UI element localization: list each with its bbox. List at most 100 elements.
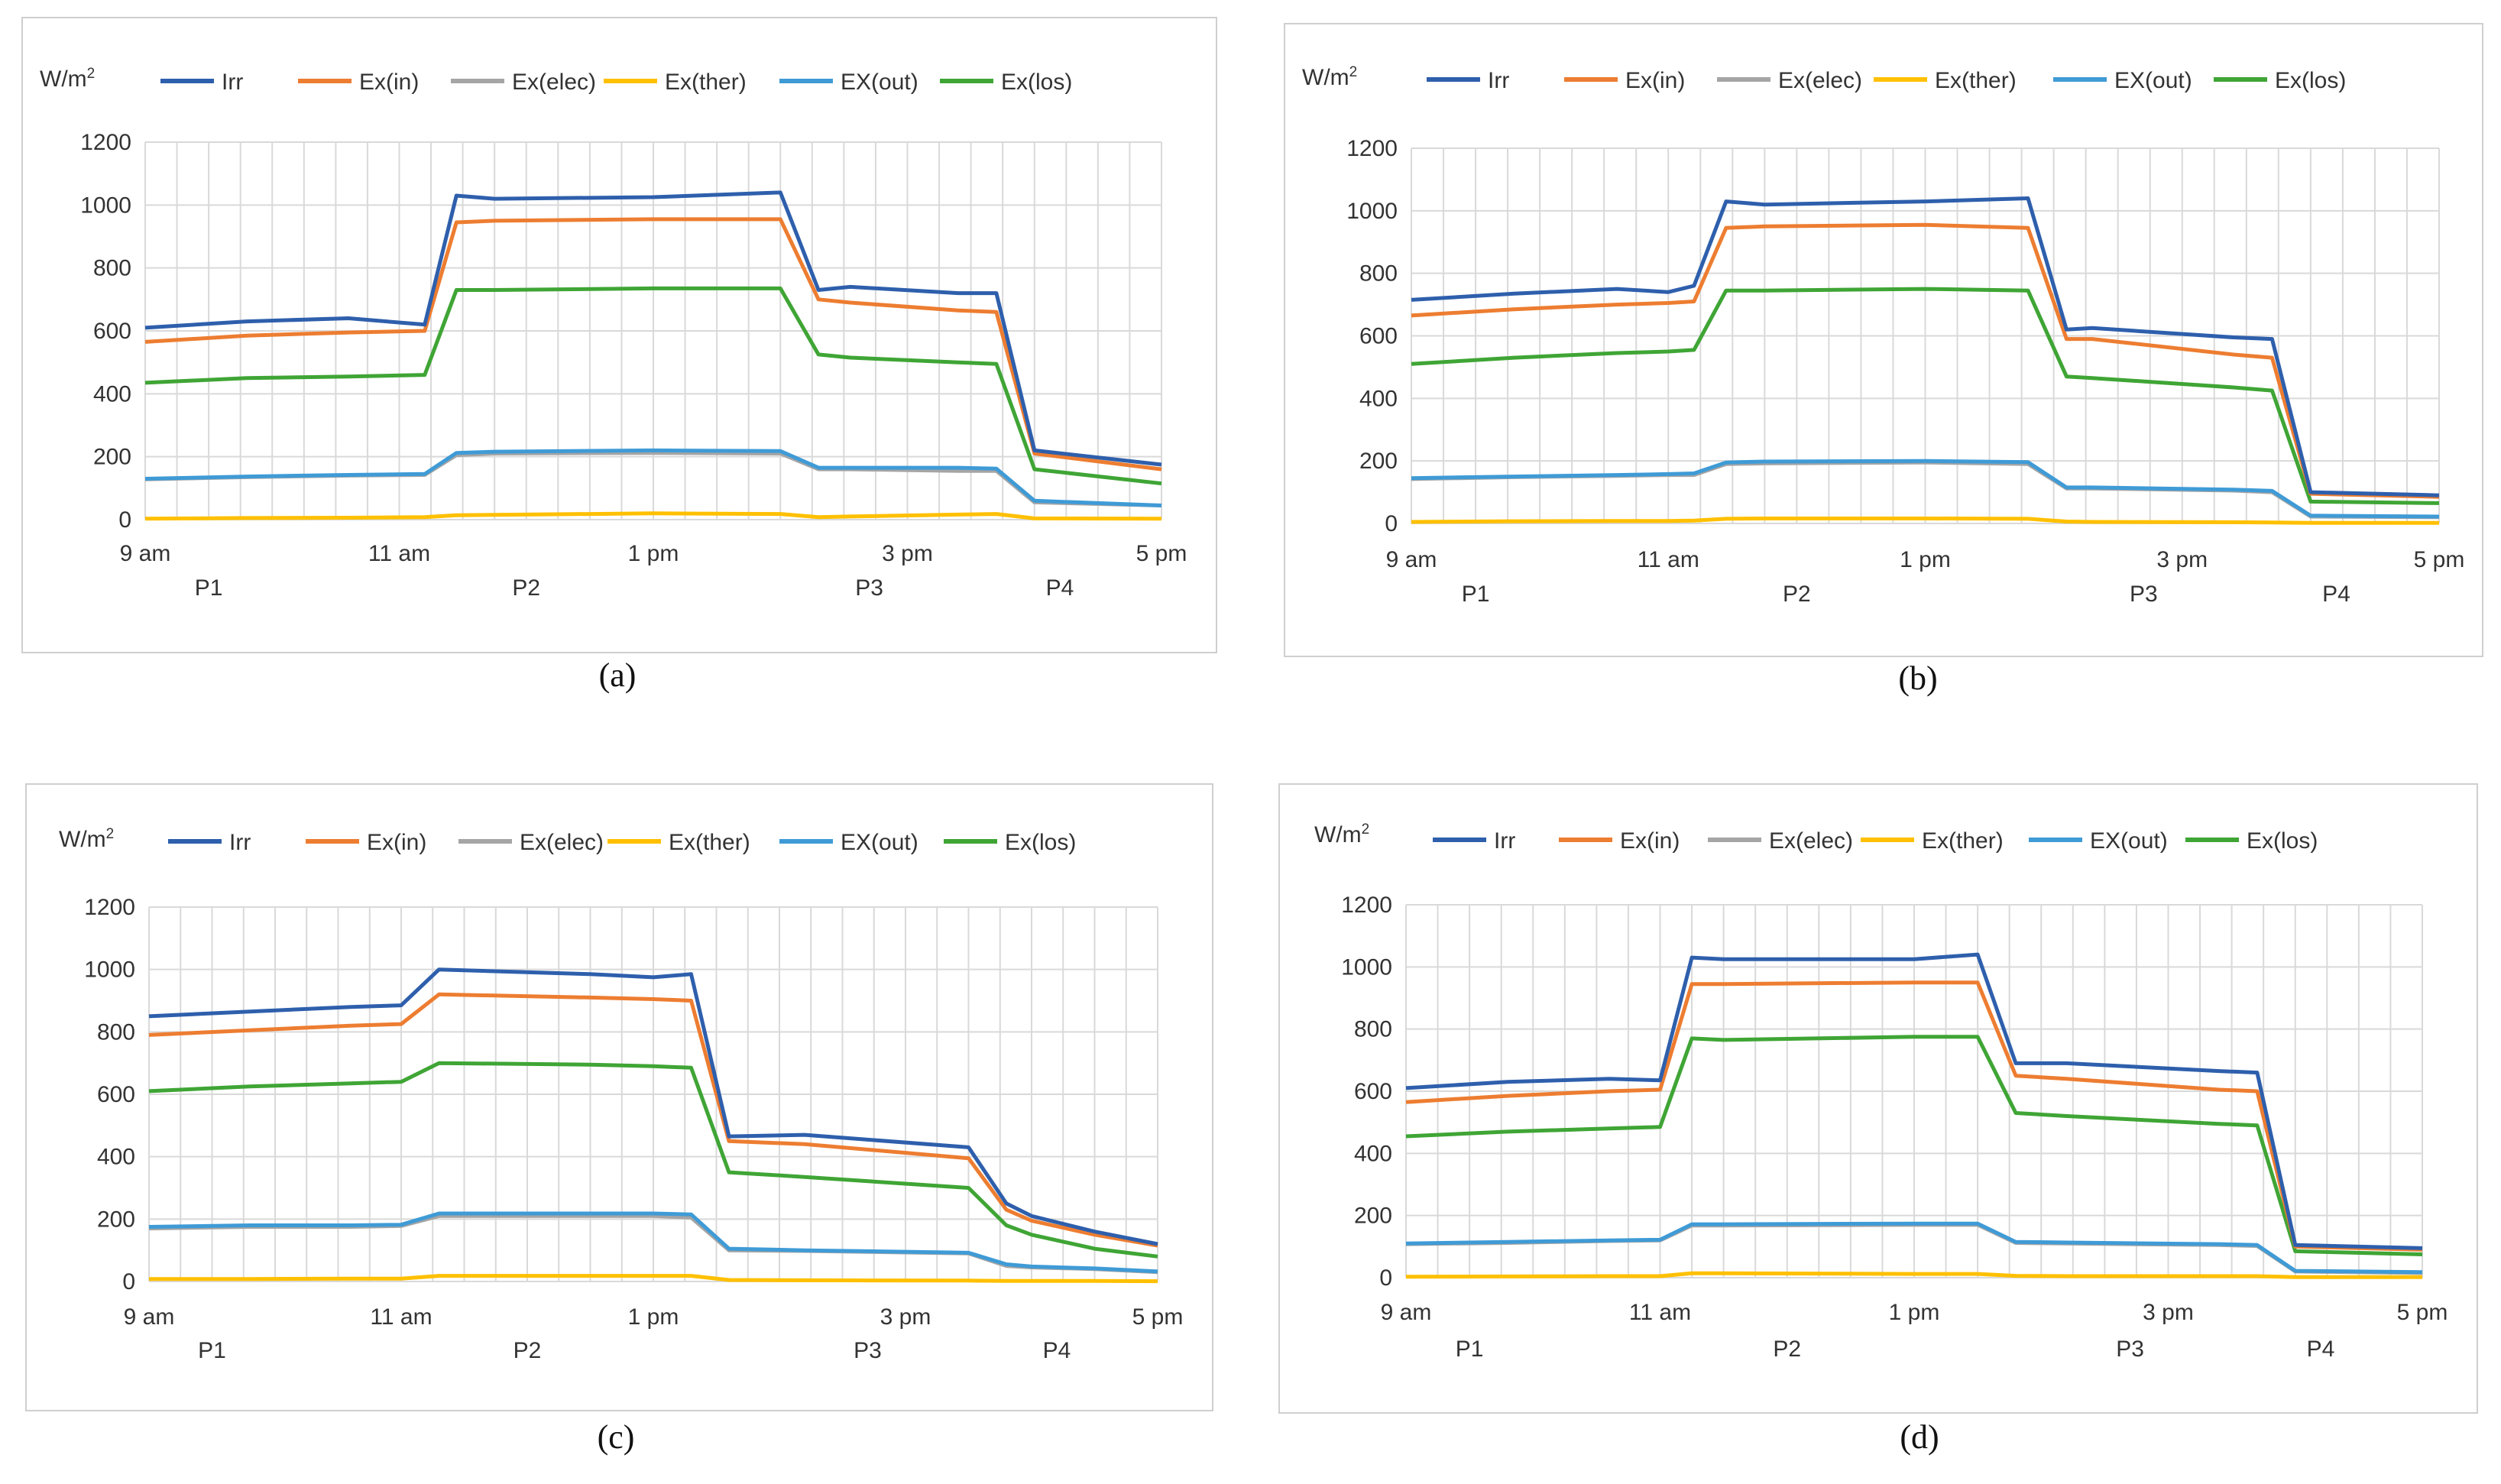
x-tick-label: 3 pm [880, 1304, 931, 1330]
x-tick-label: 3 pm [882, 541, 933, 566]
series-line-ex-in [144, 217, 1162, 471]
legend-label: Ex(elec) [520, 830, 604, 855]
legend-label: Ex(ther) [669, 830, 750, 855]
period-label: P1 [1462, 582, 1490, 607]
legend-label: Irr [1494, 828, 1515, 854]
legend-label: Ex(elec) [1769, 828, 1853, 854]
y-tick-label: 600 [97, 1082, 135, 1107]
x-tick-label: 3 pm [2143, 1300, 2194, 1325]
period-label: P2 [513, 1338, 542, 1363]
x-tick-label: 11 am [1629, 1300, 1691, 1325]
x-tick-label: 9 am [1381, 1300, 1432, 1325]
legend-label: Irr [1488, 68, 1509, 93]
caption-b: (b) [1898, 659, 1938, 697]
series-line-ex-los [1411, 287, 2440, 505]
legend-label: Ex(ther) [665, 70, 747, 95]
series-line-ex-out [1405, 1221, 2423, 1275]
legend: Irr Ex(in) Ex(elec) Ex(ther) EX(out) Ex(los) [160, 70, 1072, 95]
legend-label: Ex(in) [1625, 68, 1685, 93]
series-line-ex-ther [1405, 1271, 2422, 1279]
y-tick-label: 1000 [80, 193, 131, 218]
legend-label: Irr [222, 70, 243, 95]
period-label: P4 [2307, 1337, 2335, 1362]
series-line-irr [1411, 196, 2440, 497]
legend: Irr Ex(in) Ex(elec) Ex(ther) EX(out) Ex(los) [168, 830, 1076, 855]
legend-label: Irr [229, 830, 251, 855]
line-chart-a: 0 200 400 600 800 1000 1200 9 am 11 am 1 pm 3 pm 5 … [80, 70, 1187, 601]
chart-panel-c: W/m2 0 200 400 600 800 1000 1200 9 am 11 am 1 pm 3… [25, 783, 1213, 1411]
series-line-ex-ther [149, 1274, 1158, 1284]
y-unit-label: W/m2 [1314, 821, 1370, 847]
y-tick-label: 1000 [1341, 954, 1392, 980]
y-tick-label: 800 [1354, 1017, 1392, 1042]
series-line-ex-ther [144, 511, 1162, 521]
legend-label: EX(out) [841, 830, 918, 855]
series-line-ex-los [1405, 1035, 2423, 1256]
y-tick-label: 1000 [84, 957, 135, 983]
legend: Irr Ex(in) Ex(elec) Ex(ther) EX(out) Ex(los) [1427, 68, 2346, 93]
line-chart-b: 0 200 400 600 800 1000 1200 9 am 11 am 1 pm 3 pm 5 … [1346, 68, 2464, 607]
legend-label: Ex(los) [1005, 830, 1076, 855]
x-tick-label: 3 pm [2156, 547, 2208, 572]
legend-label: Ex(elec) [512, 70, 596, 95]
x-tick-label: 9 am [120, 541, 171, 566]
y-tick-label: 1200 [1341, 893, 1392, 918]
y-tick-label: 1000 [1346, 199, 1398, 224]
x-tick-label: 1 pm [1889, 1300, 1940, 1325]
legend-label: Ex(los) [1001, 70, 1072, 95]
x-tick-label: 9 am [124, 1304, 175, 1330]
y-tick-label: 0 [1385, 511, 1398, 536]
period-label: P1 [195, 575, 223, 601]
y-tick-label: 1200 [1346, 136, 1398, 161]
y-tick-label: 600 [1354, 1079, 1392, 1104]
y-tick-label: 1200 [80, 130, 131, 155]
x-tick-label: 1 pm [628, 1304, 679, 1330]
series-line-ex-in [1405, 980, 2423, 1252]
x-tick-label: 11 am [370, 1304, 432, 1330]
series-line-ex-out [1411, 458, 2440, 519]
period-label: P4 [2322, 582, 2350, 607]
legend: Irr Ex(in) Ex(elec) Ex(ther) EX(out) Ex(los) [1433, 828, 2318, 854]
period-label: P2 [512, 575, 540, 601]
x-tick-label: 5 pm [1132, 1304, 1184, 1330]
series-line-ex-los [144, 286, 1162, 486]
legend-label: Ex(ther) [1922, 828, 2004, 854]
y-tick-label: 400 [1359, 386, 1398, 411]
series-line-ex-out [148, 1211, 1158, 1274]
legend-label: Ex(elec) [1778, 68, 1862, 93]
y-tick-label: 400 [1354, 1141, 1392, 1166]
legend-label: Ex(in) [1620, 828, 1680, 854]
y-tick-label: 600 [1359, 324, 1398, 349]
y-tick-label: 800 [93, 256, 131, 281]
gridlines [1411, 147, 2440, 524]
y-tick-label: 0 [118, 507, 131, 533]
y-unit-label: W/m2 [59, 826, 115, 852]
period-label: P1 [198, 1338, 226, 1363]
legend-label: EX(out) [2114, 68, 2192, 93]
period-label: P1 [1456, 1337, 1484, 1362]
legend-label: Ex(los) [2247, 828, 2318, 854]
legend-label: EX(out) [2090, 828, 2168, 854]
series-line-irr [148, 967, 1158, 1246]
period-label: P4 [1046, 575, 1074, 601]
series-line-ex-los [148, 1061, 1158, 1259]
x-tick-label: 11 am [1638, 547, 1699, 572]
period-label: P3 [2130, 582, 2158, 607]
series-line-irr [144, 190, 1162, 467]
x-tick-label: 5 pm [2397, 1300, 2448, 1325]
series-line-irr [1405, 952, 2423, 1250]
period-label: P2 [1773, 1337, 1801, 1362]
legend-label: EX(out) [841, 70, 918, 95]
y-tick-label: 200 [97, 1207, 135, 1232]
y-tick-label: 400 [97, 1145, 135, 1170]
y-unit-label: W/m2 [1302, 64, 1358, 90]
legend-label: Ex(in) [367, 830, 426, 855]
chart-panel-b: W/m2 0 200 400 600 800 1000 1200 9 am 11 am 1 pm 3… [1284, 23, 2483, 657]
x-tick-label: 9 am [1386, 547, 1437, 572]
x-tick-label: 11 am [368, 541, 430, 566]
y-tick-label: 0 [122, 1269, 135, 1294]
series-line-ex-in [1411, 222, 2440, 499]
y-tick-label: 800 [1359, 261, 1398, 287]
x-tick-label: 1 pm [628, 541, 679, 566]
line-chart-c: 0 200 400 600 800 1000 1200 9 am 11 am 1 pm 3 pm 5 … [84, 830, 1184, 1363]
